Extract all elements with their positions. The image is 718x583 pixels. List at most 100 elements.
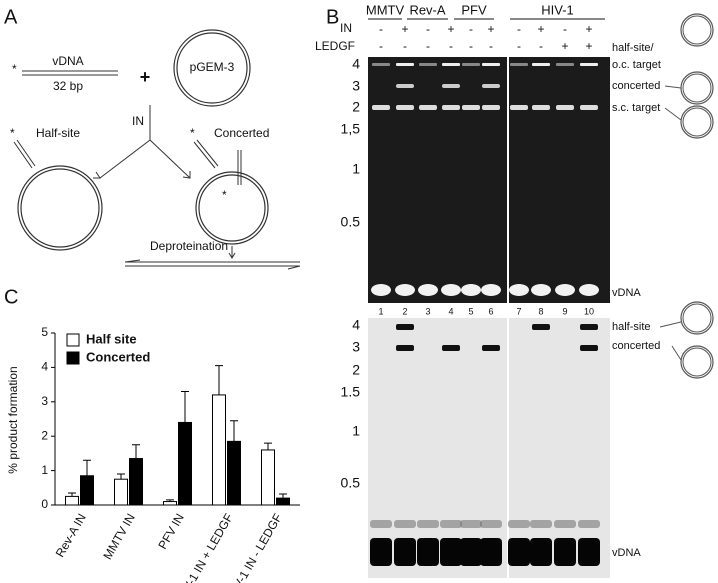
ring-icon <box>682 303 712 333</box>
in-label: IN <box>340 21 352 35</box>
lane-number: 5 <box>468 306 473 316</box>
ring-icon <box>680 345 714 379</box>
size-marker: 1.5 <box>341 384 361 400</box>
gel-band <box>480 520 502 528</box>
gel-band <box>580 345 598 351</box>
plus-sign: + <box>140 67 151 87</box>
concerted-product <box>198 174 266 242</box>
size-marker: 1 <box>352 161 360 177</box>
gel-band <box>578 538 600 566</box>
plasmid-label: pGEM-3 <box>190 60 235 74</box>
in-sign: - <box>426 22 430 36</box>
in-sign: + <box>585 22 592 36</box>
lane-number: 9 <box>562 306 567 316</box>
ring-icon <box>680 105 714 139</box>
ledgf-sign: - <box>489 39 493 53</box>
in-sign: + <box>447 22 454 36</box>
gel-band <box>440 538 462 566</box>
legend-label: Half site <box>86 331 137 346</box>
size-marker: 0.5 <box>341 214 361 230</box>
ledgf-sign: + <box>585 39 592 53</box>
band-label: s.c. target <box>612 102 660 114</box>
in-sign: - <box>379 22 383 36</box>
band-label: o.c. target <box>612 59 661 71</box>
gel-band <box>510 63 528 66</box>
x-tick-label: PFV IN <box>155 511 186 551</box>
gel-band <box>442 63 460 66</box>
y-tick-label: 5 <box>41 325 48 339</box>
in-sign: + <box>401 22 408 36</box>
panel-label: B <box>326 6 339 28</box>
ledgf-sign: + <box>561 39 568 53</box>
error-bar <box>83 459 91 476</box>
band-label: concerted <box>612 80 660 92</box>
lane-number: 2 <box>402 306 407 316</box>
group-label: PFV <box>461 2 487 17</box>
size-marker: 3 <box>352 339 360 355</box>
band-label: vDNA <box>612 547 641 559</box>
gel-band <box>554 520 576 528</box>
y-tick-label: 3 <box>41 394 48 408</box>
error-bar <box>181 390 189 423</box>
bar <box>80 475 94 506</box>
bar <box>261 449 275 506</box>
lane-number: 10 <box>584 306 594 316</box>
gel-band <box>510 105 528 110</box>
gel-band <box>396 105 414 110</box>
leader-line <box>671 345 682 361</box>
error-bar <box>132 444 140 459</box>
bar <box>129 458 143 506</box>
gel-band <box>419 63 437 66</box>
gel-band <box>462 63 480 66</box>
gel-band <box>531 284 551 296</box>
linear-product <box>124 259 301 270</box>
gel-band <box>509 284 529 296</box>
gel-band <box>460 520 482 528</box>
band-label: half-site/ <box>612 42 655 54</box>
lane-number: 7 <box>516 306 521 316</box>
bar <box>114 478 128 506</box>
gel-band <box>578 520 600 528</box>
gel-band <box>396 84 414 88</box>
gel-band <box>417 520 439 528</box>
panel-label: A <box>4 6 18 28</box>
gel-bottom <box>368 318 610 578</box>
gel-band <box>508 538 530 566</box>
gel-band <box>482 84 500 88</box>
gel-band <box>482 63 500 66</box>
in-sign: + <box>487 22 494 36</box>
panel-label: C <box>4 286 18 308</box>
group-label: MMTV <box>366 2 405 17</box>
legend-swatch <box>66 333 80 347</box>
gel-band <box>440 520 462 528</box>
size-marker: 2 <box>352 99 360 115</box>
arrow <box>228 246 236 259</box>
error-bar <box>117 473 125 480</box>
gel-band <box>462 105 480 110</box>
legend-label: Concerted <box>86 349 150 364</box>
size-marker: 4 <box>352 56 360 72</box>
leader-line <box>664 85 682 89</box>
error-bar <box>279 493 287 499</box>
error-bar <box>264 442 272 450</box>
ledgf-sign: - <box>426 39 430 53</box>
ledgf-label: LEDGF <box>315 39 355 53</box>
gel-band <box>442 105 460 110</box>
ring-icon <box>682 107 712 137</box>
half-site-product <box>20 168 100 248</box>
error-bar <box>215 365 223 395</box>
group-label: HIV-1 <box>541 2 574 17</box>
gel-band <box>532 105 550 110</box>
asterisk: * <box>222 188 227 202</box>
gel-band <box>530 538 552 566</box>
y-tick-label: 4 <box>41 360 48 374</box>
ring-icon <box>680 301 714 335</box>
gel-band <box>556 105 574 110</box>
gel-band <box>395 284 415 296</box>
gel-top <box>368 57 610 303</box>
gel-band <box>482 105 500 110</box>
gel-band <box>417 538 439 566</box>
band-label: half-site <box>612 321 651 333</box>
gel-band <box>418 284 438 296</box>
bar <box>212 394 226 506</box>
